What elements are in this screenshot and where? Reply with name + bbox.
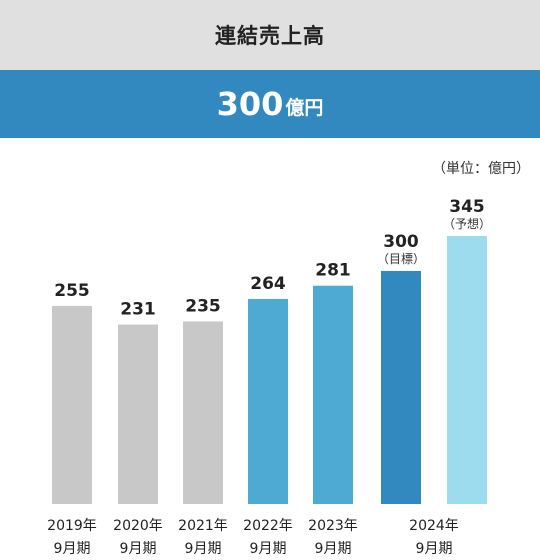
x-tick-label-0-0: 2019年 [47, 518, 97, 534]
bar-281 [313, 285, 353, 504]
unit-note: （単位：億円） [432, 161, 530, 177]
x-tick-label-5-1: 9月期 [416, 541, 453, 557]
x-tick-label-1-1: 9月期 [120, 541, 157, 557]
x-tick-label-2-0: 2021年 [178, 518, 228, 534]
x-tick-label-1-0: 2020年 [113, 518, 163, 534]
x-tick-label-2-1: 9月期 [185, 541, 222, 557]
x-tick-label-3-1: 9月期 [250, 541, 287, 557]
bar-345 [447, 236, 487, 504]
x-tick-label-3-0: 2022年 [243, 518, 293, 534]
data-label-300: 300 [383, 232, 419, 252]
x-tick-label-4-0: 2023年 [308, 518, 358, 534]
bar-note-345: （予想） [443, 216, 491, 231]
banner-unit: 億円 [285, 96, 324, 119]
bar-235 [183, 321, 223, 504]
bar-note-300: （目標） [377, 252, 425, 266]
sales-bar-chart: （単位：億円） 255 231 235 264 281 （目標）300 （予想）345 2019… [47, 161, 530, 557]
data-label-255: 255 [54, 281, 90, 301]
header-band: 連結売上高 [0, 0, 540, 70]
bar-300 [381, 270, 421, 504]
x-tick-label-4-1: 9月期 [315, 541, 352, 557]
bar-231 [118, 324, 158, 504]
header-title: 連結売上高 [215, 24, 325, 48]
bar-255 [52, 305, 92, 504]
data-label-264: 264 [250, 274, 286, 294]
data-label-235: 235 [185, 296, 221, 316]
banner-value: 300 [216, 85, 284, 123]
total-sales-banner: 300 億円 [0, 70, 540, 138]
data-label-345: 345 [449, 197, 485, 217]
data-label-231: 231 [120, 300, 156, 320]
data-label-281: 281 [315, 261, 351, 281]
x-tick-label-0-1: 9月期 [54, 541, 91, 557]
bar-264 [248, 298, 288, 504]
x-tick-label-5-0: 2024年 [409, 518, 459, 534]
